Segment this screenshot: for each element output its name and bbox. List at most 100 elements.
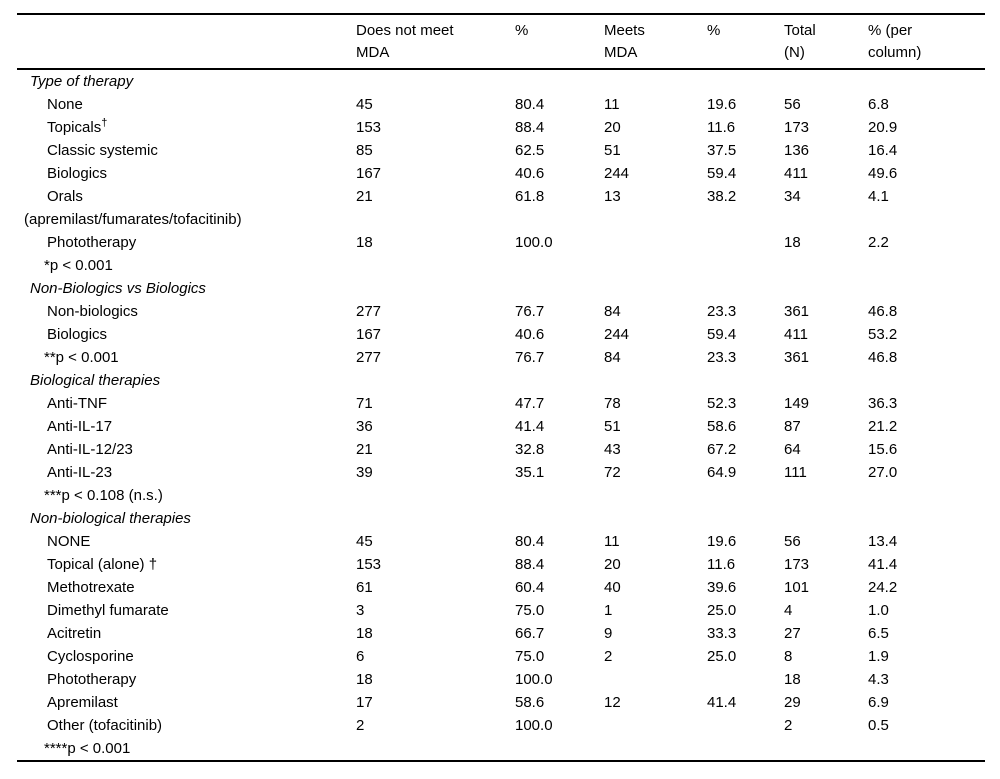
cell-value: 2 <box>356 717 365 734</box>
cell-value: 37.5 <box>707 142 737 159</box>
table-row: Other (tofacitinib) 2 100.0 2 0.5 <box>17 714 985 737</box>
cell-value: 6.8 <box>868 96 889 113</box>
row-label: Biologics <box>47 326 108 343</box>
cell-value <box>707 208 784 231</box>
column-header-total-n: Total (N) <box>784 14 868 70</box>
cell-value <box>356 484 515 507</box>
table-row: Acitretin 18 66.7 9 33.3 27 6.5 <box>17 622 985 645</box>
cell-value: 16.4 <box>868 142 898 159</box>
cell-value: 2 <box>784 717 793 734</box>
cell-value: 11 <box>604 533 620 550</box>
row-label: NONE <box>47 533 91 550</box>
cell-value: 100.0 <box>515 671 553 688</box>
cell-value: 4 <box>784 602 793 619</box>
cell-value <box>604 668 707 691</box>
column-header-rowlabel <box>17 14 356 70</box>
cell-value: 84 <box>604 303 621 320</box>
table-row: Classic systemic 85 62.5 51 37.5 136 16.4 <box>17 139 985 162</box>
row-label: (apremilast/fumarates/tofacitinib) <box>24 211 242 228</box>
cell-value: 66.7 <box>515 625 545 642</box>
cell-value: 59.4 <box>707 165 737 182</box>
cell-value <box>868 69 985 93</box>
cell-value: 0.5 <box>868 717 889 734</box>
cell-value: 25.0 <box>707 648 737 665</box>
cell-value <box>868 507 985 530</box>
cell-value <box>707 484 784 507</box>
cell-value: 34 <box>784 188 801 205</box>
cell-value <box>707 369 784 392</box>
row-label: Non-biological therapies <box>30 510 191 527</box>
cell-value <box>784 737 868 761</box>
cell-value: 11 <box>604 96 620 113</box>
cell-value: 13 <box>604 188 621 205</box>
cell-value: 11.6 <box>707 556 736 573</box>
cell-value: 20 <box>604 556 621 573</box>
table-row: Apremilast 17 58.6 12 41.4 29 6.9 <box>17 691 985 714</box>
cell-value: 3 <box>356 602 365 619</box>
cell-value <box>868 484 985 507</box>
cell-value: 244 <box>604 326 630 343</box>
cell-value: 21 <box>356 441 373 458</box>
table-row: NONE 45 80.4 11 19.6 56 13.4 <box>17 530 985 553</box>
row-label: Dimethyl fumarate <box>47 602 169 619</box>
table-row: *p < 0.001 <box>17 254 985 277</box>
table-row: Anti-IL-17 36 41.4 51 58.6 87 21.2 <box>17 415 985 438</box>
cell-value: 23.3 <box>707 349 737 366</box>
cell-value: 101 <box>784 579 810 596</box>
cell-value <box>868 254 985 277</box>
cell-value: 71 <box>356 395 373 412</box>
cell-value <box>515 277 604 300</box>
table-row: Biologics 167 40.6 244 59.4 411 49.6 <box>17 162 985 185</box>
cell-value: 2.2 <box>868 234 889 251</box>
cell-value <box>515 737 604 761</box>
cell-value <box>356 254 515 277</box>
mda-therapy-table: Does not meet MDA % Meets MDA % Total (N… <box>17 13 985 762</box>
cell-value <box>604 254 707 277</box>
table-row: Methotrexate 61 60.4 40 39.6 101 24.2 <box>17 576 985 599</box>
cell-value: 40.6 <box>515 326 545 343</box>
row-label: Topicals† <box>47 117 108 137</box>
cell-value: 67.2 <box>707 441 737 458</box>
row-label: Acitretin <box>47 625 102 642</box>
row-label: Biologics <box>47 165 108 182</box>
cell-value <box>356 369 515 392</box>
cell-value <box>356 507 515 530</box>
cell-value <box>868 277 985 300</box>
row-label: Orals <box>47 188 83 205</box>
header-row: Does not meet MDA % Meets MDA % Total (N… <box>17 14 985 70</box>
table-row: Anti-IL-23 39 35.1 72 64.9 111 27.0 <box>17 461 985 484</box>
table-row: Non-biological therapies <box>17 507 985 530</box>
cell-value: 29 <box>784 694 801 711</box>
cell-value: 58.6 <box>707 418 737 435</box>
row-label: Other (tofacitinib) <box>47 717 163 734</box>
cell-value: 85 <box>356 142 373 159</box>
cell-value: 88.4 <box>515 556 545 573</box>
table-row: Topical (alone) † 153 88.4 20 11.6 173 41.4 <box>17 553 985 576</box>
cell-value: 4.3 <box>868 671 889 688</box>
cell-value: 111 <box>784 464 807 481</box>
cell-value: 33.3 <box>707 625 737 642</box>
row-label: Phototherapy <box>47 234 137 251</box>
cell-value: 40.6 <box>515 165 545 182</box>
cell-value: 167 <box>356 165 382 182</box>
cell-value: 411 <box>784 165 808 182</box>
table-row: Dimethyl fumarate 3 75.0 1 25.0 4 1.0 <box>17 599 985 622</box>
cell-value: 21 <box>356 188 373 205</box>
table-row: Phototherapy 18 100.0 18 4.3 <box>17 668 985 691</box>
cell-value <box>707 737 784 761</box>
cell-value: 19.6 <box>707 96 737 113</box>
column-header-does-not-meet-mda: Does not meet MDA <box>356 14 515 70</box>
cell-value: 361 <box>784 349 810 366</box>
row-label: Anti-IL-12/23 <box>47 441 133 458</box>
cell-value <box>784 254 868 277</box>
cell-value <box>356 69 515 93</box>
cell-value <box>515 208 604 231</box>
table-header: Does not meet MDA % Meets MDA % Total (N… <box>17 14 985 70</box>
cell-value <box>784 369 868 392</box>
table-row: Orals 21 61.8 13 38.2 34 4.1 <box>17 185 985 208</box>
cell-value: 60.4 <box>515 579 545 596</box>
cell-value: 136 <box>784 142 810 159</box>
cell-value: 18 <box>356 234 373 251</box>
cell-value: 35.1 <box>515 464 545 481</box>
cell-value: 45 <box>356 96 373 113</box>
